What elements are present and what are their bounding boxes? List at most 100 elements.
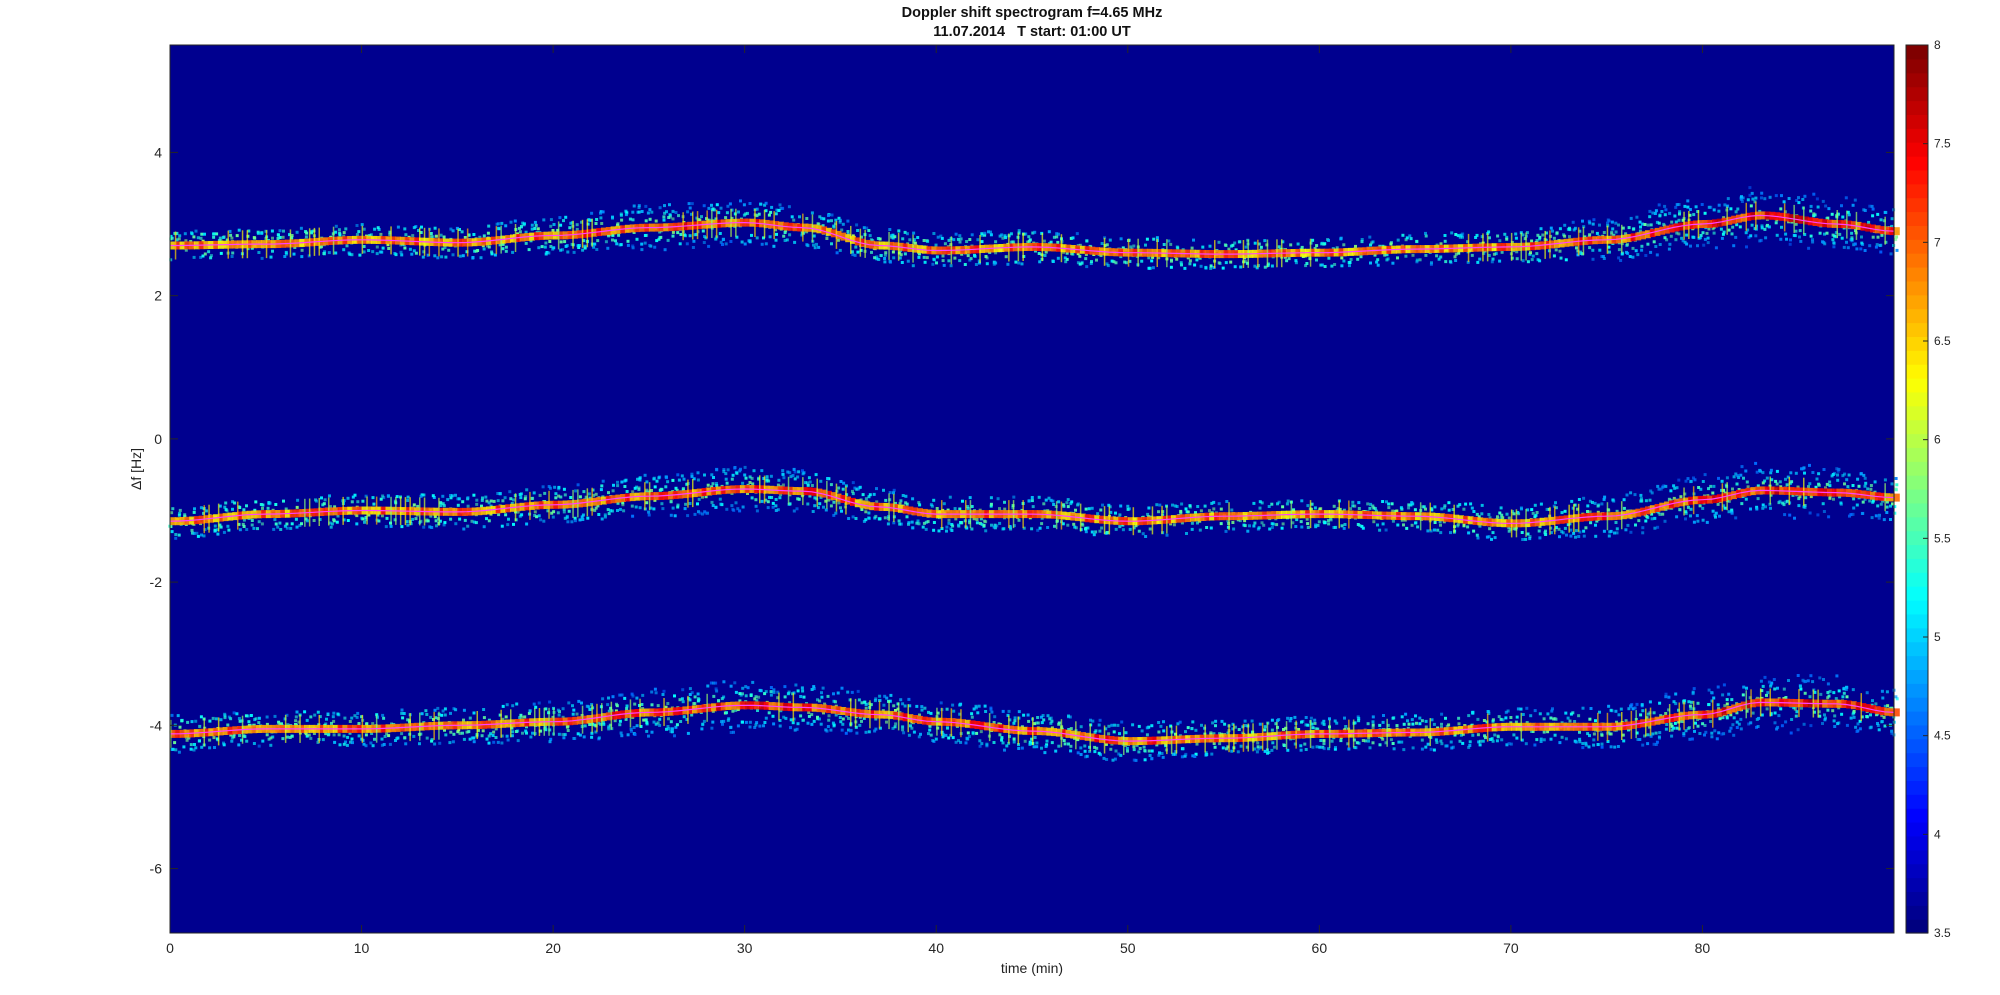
spectral-cell: [715, 203, 719, 207]
spectral-cell: [1342, 243, 1346, 247]
spectral-cell: [504, 245, 508, 249]
spectral-cell: [701, 512, 704, 516]
spectral-cell: [1358, 524, 1362, 527]
spectral-cell: [1155, 503, 1159, 507]
spectral-cell: [730, 216, 734, 220]
spectral-cell: [1044, 250, 1048, 254]
spectral-cell: [566, 520, 570, 524]
spectral-cell: [710, 726, 714, 730]
spectral-cell: [418, 742, 421, 746]
spectral-cell: [1313, 506, 1317, 510]
spectral-cell: [259, 503, 263, 506]
spectral-cell: [267, 737, 271, 741]
spectral-cell: [1832, 241, 1836, 245]
spectral-cell: [456, 503, 460, 507]
spectral-cell: [860, 508, 864, 511]
spectral-cell: [171, 507, 175, 511]
spectral-cell: [606, 246, 610, 250]
spectral-cell: [1030, 499, 1034, 503]
spectral-cell: [1193, 263, 1197, 267]
spectral-cell: [184, 248, 188, 252]
spectral-cell: [364, 733, 368, 737]
spectral-cell: [1485, 535, 1489, 539]
spectral-cell: [698, 218, 702, 222]
spectral-cell: [701, 495, 704, 499]
spectral-cell: [1859, 247, 1863, 251]
spectral-cell: [722, 468, 726, 472]
spectral-cell: [216, 528, 220, 532]
spectral-cell: [770, 496, 774, 499]
spectral-cell: [1651, 211, 1655, 215]
spectral-cell: [1461, 232, 1465, 236]
spectral-cell: [690, 691, 694, 695]
spectral-cell: [1066, 523, 1070, 527]
spectral-cell: [719, 502, 723, 506]
spectral-cell: [581, 513, 585, 517]
spectral-cell: [593, 242, 597, 246]
spectral-cell: [538, 493, 542, 497]
spectral-cell: [711, 504, 715, 507]
spectral-cell: [693, 512, 697, 516]
spectral-cell: [1359, 255, 1363, 259]
spectral-cell: [1737, 488, 1741, 491]
spectral-cell: [674, 211, 678, 214]
spectral-cell: [1433, 528, 1436, 532]
spectral-cell: [1530, 258, 1534, 262]
spectral-cell: [1199, 509, 1203, 513]
spectral-cell: [1424, 507, 1427, 511]
spectral-cell: [1238, 240, 1242, 244]
spectral-cell: [537, 701, 541, 705]
spectral-cell: [171, 747, 175, 751]
spectral-cell: [574, 489, 578, 493]
spectral-cell: [416, 504, 420, 508]
spectral-cell: [931, 262, 935, 266]
spectral-cell: [1608, 250, 1611, 254]
spectral-cell: [173, 741, 177, 745]
spectral-cell: [276, 237, 280, 240]
spectral-cell: [1712, 231, 1716, 235]
spectral-cell: [305, 718, 309, 722]
spectral-cell: [485, 517, 488, 521]
spectral-cell: [1838, 232, 1842, 236]
spectral-cell: [550, 511, 554, 515]
spectral-cell: [521, 221, 525, 225]
spectral-cell: [778, 496, 782, 500]
spectral-cell: [764, 498, 768, 502]
spectral-cell: [1730, 511, 1734, 515]
spectral-cell: [792, 467, 796, 471]
spectral-cell: [1836, 473, 1839, 477]
spectral-cell: [985, 262, 989, 266]
spectral-cell: [425, 713, 429, 716]
spectral-cell: [1563, 223, 1567, 227]
core-cell: [1726, 492, 1733, 501]
spectral-cell: [284, 252, 288, 256]
spectral-cell: [315, 499, 318, 503]
spectral-cell: [1769, 471, 1773, 475]
spectral-cell: [654, 722, 658, 726]
spectral-cell: [296, 498, 300, 502]
spectral-cell: [1854, 229, 1857, 232]
spectral-cell: [1252, 501, 1256, 505]
spectral-cell: [1811, 238, 1814, 242]
core-cell: [1635, 232, 1642, 241]
spectral-cell: [400, 708, 404, 712]
spectral-cell: [1722, 488, 1725, 492]
spectral-cell: [676, 231, 680, 235]
spectral-cell: [1099, 508, 1103, 512]
spectral-cell: [1296, 242, 1300, 246]
spectral-cell: [686, 514, 690, 518]
spectral-cell: [776, 483, 780, 487]
spectral-cell: [347, 251, 351, 255]
spectral-cell: [1554, 506, 1558, 510]
spectral-cell: [1739, 197, 1743, 201]
spectral-cell: [942, 263, 946, 267]
spectral-cell: [841, 487, 845, 491]
spectral-cell: [1118, 513, 1122, 517]
spectral-cell: [678, 242, 682, 246]
spectral-cell: [1418, 258, 1422, 262]
spectral-cell: [342, 518, 346, 522]
spectral-cell: [227, 528, 231, 532]
spectral-cell: [242, 525, 246, 528]
spectral-cell: [1095, 258, 1098, 262]
spectral-cell: [1245, 261, 1249, 265]
